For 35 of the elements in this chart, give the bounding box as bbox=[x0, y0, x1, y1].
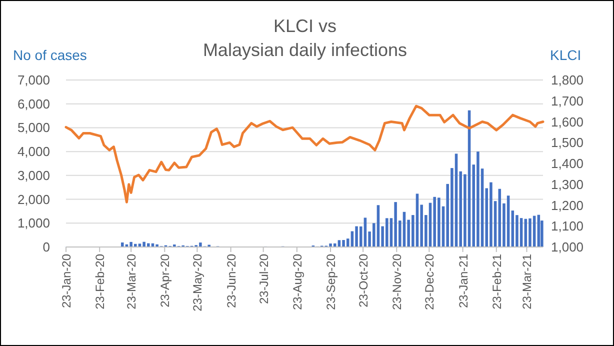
x-tick-label: 23-Jan-20 bbox=[60, 254, 74, 308]
y-tick-label: 7,000 bbox=[17, 72, 50, 88]
x-tick-label: 23-Nov-20 bbox=[390, 254, 404, 310]
x-tick-label: 23-Oct-20 bbox=[356, 254, 371, 308]
y-tick-label: 5,000 bbox=[17, 120, 50, 136]
x-tick-label: 23-Dec-20 bbox=[422, 254, 437, 310]
x-tick-label: 23-Aug-20 bbox=[290, 254, 304, 310]
x-tick-label: 23-Jun-20 bbox=[224, 254, 238, 308]
x-tick-label: 23-Jul-20 bbox=[256, 254, 271, 304]
y-tick-label: 6,000 bbox=[17, 96, 50, 112]
y2-tick-label: 1,200 bbox=[551, 198, 584, 213]
y-tick-label: 0 bbox=[42, 240, 50, 254]
x-tick-label: 23-Jan-21 bbox=[456, 254, 470, 308]
y2-tick-label: 1,000 bbox=[551, 240, 584, 254]
y-axis-title: No of cases bbox=[13, 47, 87, 63]
y-tick-label: 2,000 bbox=[17, 192, 50, 207]
y2-axis-title: KLCI bbox=[550, 47, 582, 63]
x-tick-label: 23-May-20 bbox=[190, 254, 205, 312]
x-tick-label: 23-Apr-20 bbox=[158, 254, 172, 308]
x-tick-label: 23-Mar-20 bbox=[124, 254, 139, 310]
y2-tick-label: 1,100 bbox=[551, 218, 584, 234]
y2-tick-label: 1,500 bbox=[551, 135, 584, 150]
y2-tick-label: 1,800 bbox=[551, 72, 584, 88]
y2-tick-label: 1,400 bbox=[551, 156, 584, 171]
y2-tick-label: 1,700 bbox=[551, 93, 584, 108]
y2-tick-label: 1,300 bbox=[551, 176, 584, 192]
chart-title: KLCI vs Malaysian daily infections bbox=[202, 16, 408, 60]
y-tick-label: 3,000 bbox=[17, 168, 50, 183]
y-tick-label: 1,000 bbox=[17, 216, 50, 231]
x-tick-label: 23-Feb-21 bbox=[490, 254, 504, 310]
y2-tick-label: 1,600 bbox=[551, 114, 584, 130]
x-tick-label: 23-Sep-20 bbox=[324, 254, 338, 310]
x-tick-label: 23-Mar-21 bbox=[520, 254, 534, 310]
x-tick-label: 23-Feb-20 bbox=[93, 254, 108, 310]
y-tick-label: 4,000 bbox=[17, 144, 50, 160]
